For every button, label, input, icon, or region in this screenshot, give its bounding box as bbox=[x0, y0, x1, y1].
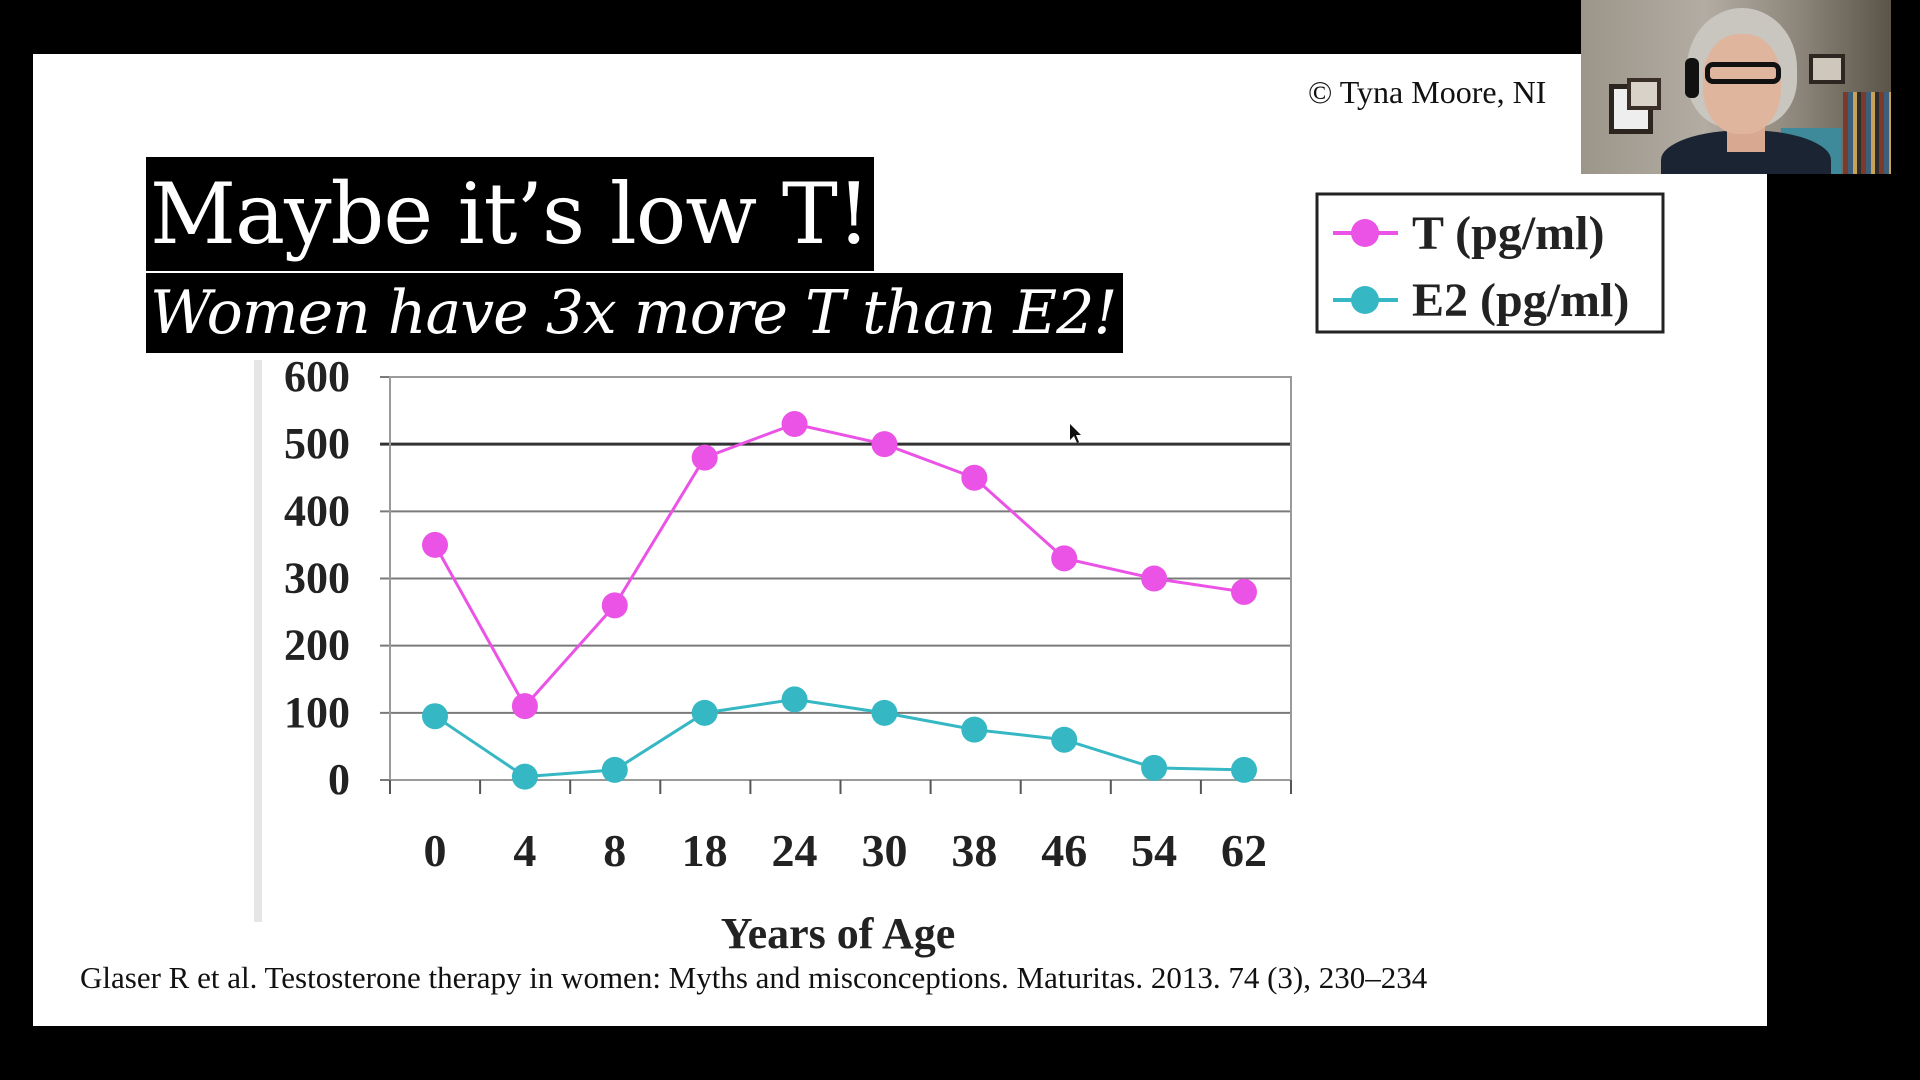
data-point-e2 bbox=[601, 756, 628, 783]
data-point-t bbox=[511, 693, 538, 720]
data-point-t bbox=[871, 431, 898, 458]
data-point-t bbox=[601, 592, 628, 619]
chart-axes bbox=[389, 376, 1292, 794]
x-axis-label: Years of Age bbox=[721, 909, 956, 958]
y-axis-tick-labels: 0 100 200 300 400 500 600 bbox=[284, 352, 350, 804]
x-tick-label: 0 bbox=[424, 825, 447, 876]
y-tick-label: 300 bbox=[284, 554, 350, 603]
data-point-e2 bbox=[422, 703, 448, 730]
copyright-text: © Tyna Moore, NI bbox=[1308, 74, 1547, 110]
chart-series bbox=[422, 411, 1257, 790]
slide-subtitle: Women have 3x more T than E2! bbox=[146, 273, 1123, 353]
legend-marker bbox=[1351, 286, 1379, 314]
y-tick-label: 600 bbox=[284, 352, 350, 401]
data-point-e2 bbox=[871, 699, 898, 726]
x-tick-label: 18 bbox=[682, 825, 728, 876]
x-tick-label: 4 bbox=[513, 825, 536, 876]
y-tick-label: 100 bbox=[284, 688, 350, 737]
presenter-video-tile bbox=[1581, 0, 1891, 174]
data-point-e2 bbox=[1141, 754, 1168, 781]
series-line-e2 bbox=[434, 697, 1245, 779]
data-point-e2 bbox=[691, 699, 718, 726]
data-point-t bbox=[1051, 545, 1078, 572]
chart-left-shadow bbox=[254, 360, 262, 922]
chart-legend: T (pg/ml) E2 (pg/ml) bbox=[1315, 192, 1665, 334]
data-point-e2 bbox=[1231, 756, 1257, 783]
x-tick-label: 24 bbox=[772, 825, 818, 876]
data-point-t bbox=[1141, 565, 1168, 592]
data-point-t bbox=[781, 411, 808, 438]
data-point-e2 bbox=[781, 686, 808, 713]
x-tick-label: 30 bbox=[861, 825, 907, 876]
data-point-e2 bbox=[961, 716, 988, 743]
legend-label: E2 (pg/ml) bbox=[1412, 274, 1629, 327]
data-point-e2 bbox=[511, 763, 538, 790]
legend-label: T (pg/ml) bbox=[1412, 207, 1604, 260]
y-tick-label: 200 bbox=[284, 621, 350, 670]
data-point-t bbox=[691, 444, 718, 471]
y-tick-label: 500 bbox=[284, 419, 350, 468]
y-tick-label: 400 bbox=[284, 486, 350, 535]
x-tick-label: 38 bbox=[951, 825, 997, 876]
data-point-t bbox=[422, 531, 448, 558]
x-tick-label: 54 bbox=[1131, 825, 1177, 876]
x-tick-label: 8 bbox=[603, 825, 626, 876]
mouse-cursor-icon bbox=[1070, 424, 1081, 443]
series-line-t bbox=[433, 422, 1245, 709]
citation-text: Glaser R et al. Testosterone therapy in … bbox=[80, 960, 1428, 995]
slide-title: Maybe it’s low T! bbox=[146, 157, 874, 271]
x-tick-label: 62 bbox=[1221, 825, 1267, 876]
data-point-e2 bbox=[1051, 726, 1078, 753]
x-tick-label: 46 bbox=[1041, 825, 1087, 876]
y-tick-label: 0 bbox=[328, 755, 350, 804]
x-axis-tick-labels: 0 4 8 18 24 30 38 46 54 62 bbox=[424, 825, 1268, 876]
legend-marker bbox=[1351, 219, 1379, 247]
data-point-t bbox=[1231, 578, 1257, 605]
data-point-t bbox=[961, 464, 988, 491]
